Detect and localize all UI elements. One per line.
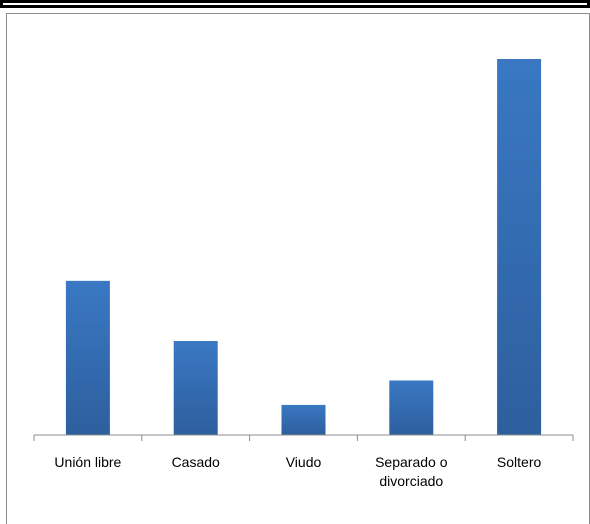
x-tick-label: Viudo	[286, 454, 322, 470]
window-top-border	[0, 0, 590, 8]
bar	[389, 380, 434, 435]
x-tick-label: Separado o divorciado	[375, 454, 448, 489]
bar	[497, 59, 542, 435]
x-tick-labels: Unión libre Casado Viudo Separado o divorcia…	[54, 454, 541, 489]
bar	[65, 280, 110, 435]
x-axis	[33, 434, 574, 441]
bar	[281, 404, 326, 435]
x-tick-label: Soltero	[497, 454, 542, 470]
window-top-border-inner	[3, 3, 587, 5]
bar	[173, 341, 218, 435]
x-tick-label: Unión libre	[54, 454, 121, 470]
bars-group	[65, 59, 542, 435]
x-tick-label: Casado	[172, 454, 220, 470]
